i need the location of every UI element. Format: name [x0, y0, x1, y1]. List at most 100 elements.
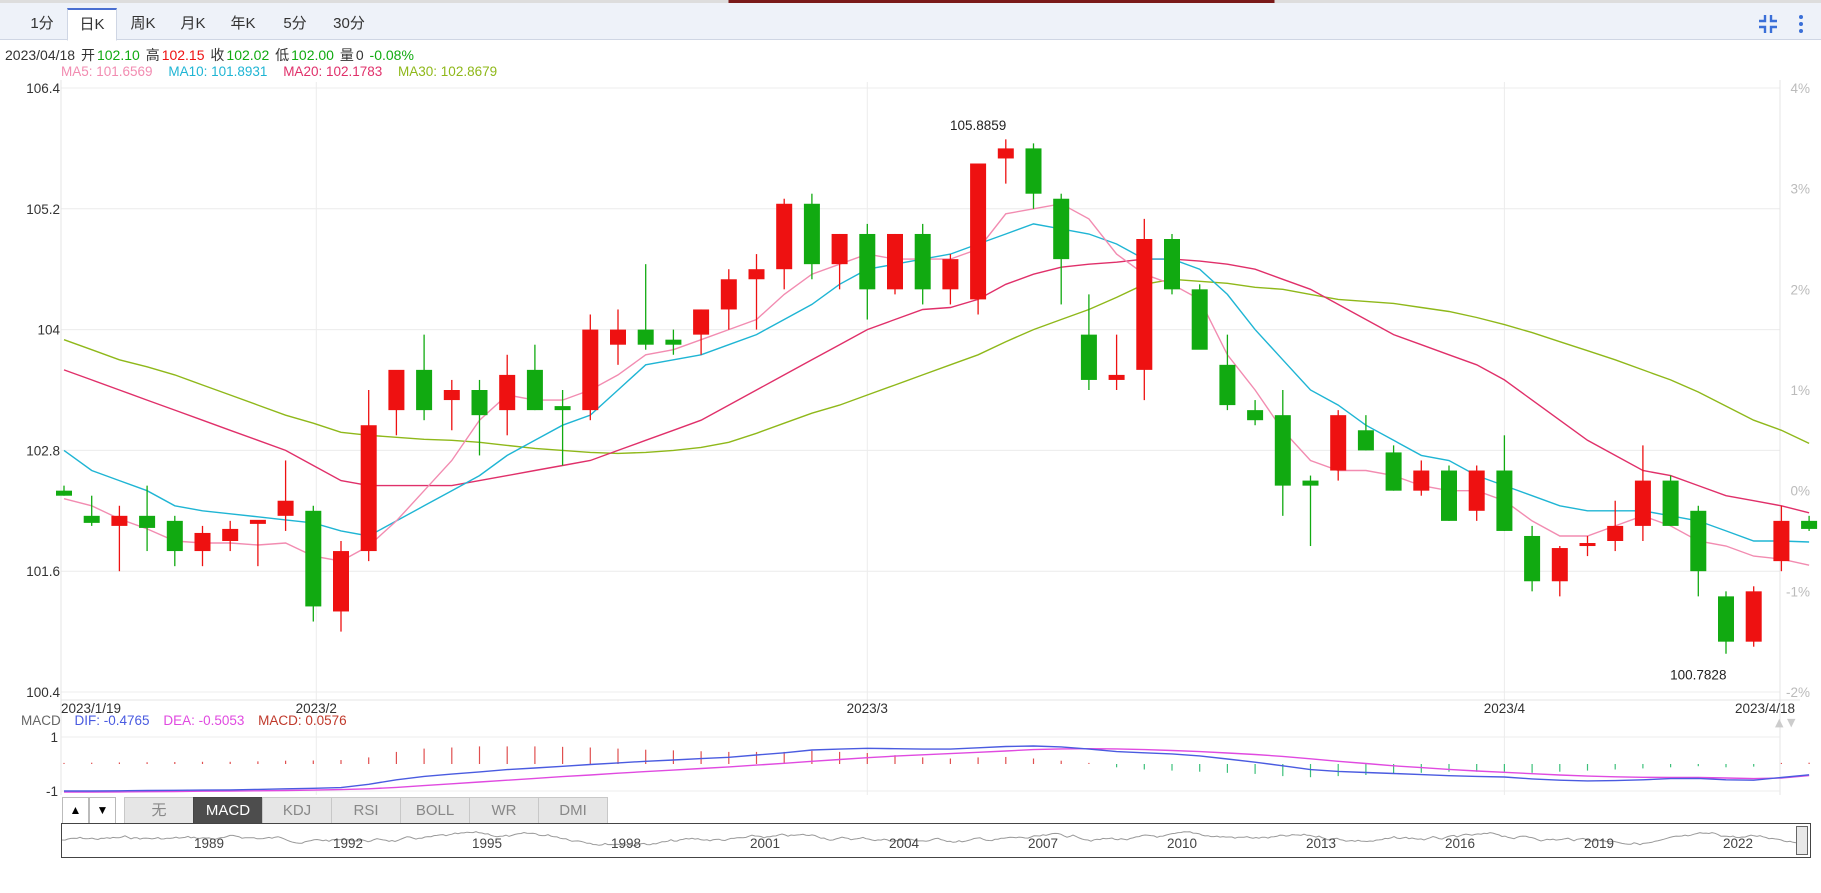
candle: [1219, 334, 1236, 411]
candle: [693, 309, 710, 355]
candle-body: [1274, 415, 1291, 486]
candle-body: [887, 233, 903, 290]
candle: [859, 223, 876, 320]
x-tick-label: 2023/2: [296, 701, 337, 716]
y-tick-label: 104: [37, 323, 60, 338]
candle: [333, 541, 349, 632]
candle-body: [582, 329, 599, 411]
candle-body: [111, 515, 128, 526]
candle-body: [1745, 591, 1762, 642]
indicator-macd-button[interactable]: MACD: [193, 797, 263, 824]
scroll-up-button[interactable]: ▲: [62, 797, 89, 824]
tab-monthly-k[interactable]: 月K: [180, 15, 206, 32]
ohlc-info-bar: 2023/04/18 开 102.10 高 102.15 收 102.02 低 102.…: [5, 45, 416, 65]
candle-body: [83, 515, 100, 523]
candle-body: [139, 515, 156, 528]
y-tick-label: 101.6: [26, 564, 60, 579]
scroll-down-button[interactable]: ▼: [89, 797, 116, 824]
candle-body: [416, 369, 433, 411]
y-tick-label: 100.4: [26, 685, 60, 700]
tab-weekly-k[interactable]: 周K: [130, 15, 156, 32]
indicator-boll-button[interactable]: BOLL: [400, 797, 470, 824]
navigator-year-labels: 1989 1992 1995 1998 2001 2004 2007 2010 2013 2016…: [62, 836, 1810, 854]
candle: [1441, 465, 1457, 521]
pct-tick-label: 3%: [1790, 182, 1810, 197]
navigator-year-label: 2019: [1584, 836, 1615, 851]
candle: [970, 163, 987, 315]
dea-line: [64, 747, 1810, 793]
candle: [1247, 400, 1264, 426]
candle-body: [222, 528, 239, 541]
info-low-label: 低: [275, 47, 290, 63]
ma5-line: [63, 203, 1810, 566]
candle-body: [499, 374, 516, 411]
navigator-year-label: 1995: [472, 836, 503, 851]
indicator-dmi-button[interactable]: DMI: [538, 797, 608, 824]
candle: [1524, 525, 1541, 592]
pct-tick-label: 1%: [1790, 383, 1810, 398]
candle-body: [443, 390, 460, 401]
candle-body: [637, 329, 654, 345]
candle-body: [720, 279, 737, 310]
candle: [914, 223, 931, 305]
candle-body: [249, 519, 266, 524]
candle-body: [1191, 289, 1208, 350]
candle-body: [1053, 198, 1070, 260]
candle: [1607, 500, 1624, 552]
candle-body: [388, 369, 405, 411]
candle: [942, 254, 959, 305]
ma10-legend: MA10: 101.8931: [168, 64, 268, 79]
tab-daily-k[interactable]: 日K: [67, 8, 117, 41]
candle: [1579, 535, 1596, 557]
tab-30min[interactable]: 30分: [333, 15, 365, 32]
more-vertical-icon[interactable]: [1790, 13, 1812, 35]
window-top-strip: [0, 0, 1821, 3]
navigator-year-label: 2016: [1445, 836, 1476, 851]
candle-body: [1302, 480, 1319, 486]
candle-body: [166, 520, 183, 552]
candle: [1496, 435, 1513, 531]
candle-body: [1496, 470, 1513, 531]
candle: [1191, 284, 1208, 350]
candle: [720, 269, 737, 330]
candle: [249, 519, 266, 567]
candle-body: [1468, 470, 1485, 511]
candle: [1080, 294, 1097, 390]
ma5-legend: MA5: 101.6569: [61, 64, 153, 79]
compress-icon[interactable]: [1757, 13, 1779, 35]
candle: [56, 485, 72, 496]
candle-body: [859, 233, 876, 290]
candle: [776, 198, 793, 290]
candle: [526, 344, 543, 411]
ma20-legend: MA20: 102.1783: [283, 64, 383, 79]
navigator-year-label: 2013: [1306, 836, 1337, 851]
info-volume-label: 量: [339, 47, 354, 63]
ma20-line: [63, 258, 1810, 514]
tab-5min[interactable]: 5分: [283, 15, 307, 32]
candle-body: [1136, 239, 1153, 370]
navigator-right-handle[interactable]: [1796, 826, 1808, 855]
tab-yearly-k[interactable]: 年K: [230, 15, 256, 32]
range-navigator[interactable]: 1989 1992 1995 1998 2001 2004 2007 2010 2013 2016…: [61, 823, 1811, 858]
macd-value-legend: MACD: 0.0576: [258, 713, 347, 728]
candle-body: [1551, 548, 1568, 582]
candle: [637, 264, 654, 350]
y-tick-label: 102.8: [26, 443, 60, 458]
tab-1min[interactable]: 1分: [30, 15, 54, 32]
candle-body: [997, 148, 1014, 159]
indicator-rsi-button[interactable]: RSI: [331, 797, 401, 824]
x-tick-label: 2023/3: [847, 701, 888, 716]
candle: [1468, 465, 1485, 521]
indicator-kdj-button[interactable]: KDJ: [262, 797, 332, 824]
candle: [1136, 218, 1153, 401]
high-annotation: 105.8859: [950, 118, 1006, 133]
dif-line: [64, 745, 1810, 792]
indicator-none-button[interactable]: 无: [124, 797, 194, 824]
indicator-wr-button[interactable]: WR: [469, 797, 539, 824]
candle: [554, 390, 571, 466]
y-tick-label: 106.4: [26, 81, 60, 96]
candle-body: [970, 163, 987, 300]
candle-body: [360, 425, 377, 552]
candle: [499, 354, 516, 436]
